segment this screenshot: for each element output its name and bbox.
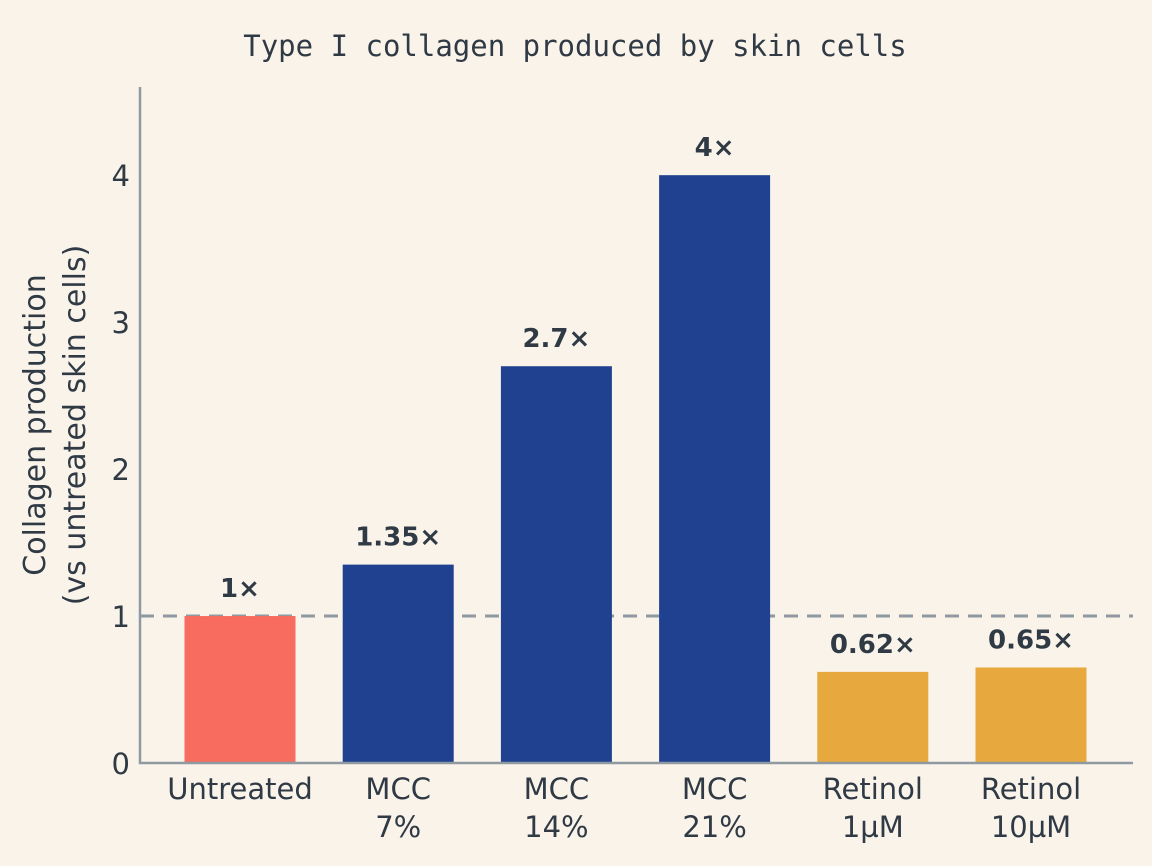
bar-5 (975, 667, 1087, 763)
data-label-1: 1.35× (355, 523, 441, 553)
data-label-2: 2.7× (522, 324, 590, 354)
y-axis-label-line-2: (vs untreated skin cells) (58, 245, 93, 606)
data-label-5: 0.65× (988, 625, 1074, 655)
x-tick-label-3-line-2: 21% (682, 810, 746, 844)
y-tick-label-1: 1 (112, 600, 130, 634)
data-label-3: 4× (695, 133, 735, 163)
bar-1 (342, 564, 454, 763)
y-tick-label-4: 4 (112, 159, 130, 193)
data-label-4: 0.62× (830, 630, 916, 660)
x-tick-label-2-line-2: 14% (524, 810, 588, 844)
data-label-0: 1× (220, 574, 260, 604)
bar-4 (817, 671, 929, 763)
x-tick-label-4-line-2: 1µM (842, 810, 904, 844)
x-tick-label-3-line-1: MCC (682, 772, 748, 806)
x-tick-label-4-line-1: Retinol (823, 772, 923, 806)
bar-3 (659, 175, 771, 763)
y-tick-label-2: 2 (112, 453, 130, 487)
y-tick-label-3: 3 (112, 306, 130, 340)
bar-2 (500, 366, 612, 763)
x-tick-label-0-line-1: Untreated (167, 772, 313, 806)
x-tick-label-5-line-1: Retinol (981, 772, 1081, 806)
x-tick-label-1-line-2: 7% (375, 810, 421, 844)
x-tick-label-2-line-1: MCC (524, 772, 590, 806)
chart-title: Type I collagen produced by skin cells (243, 29, 906, 63)
y-axis-label-line-1: Collagen production (18, 274, 53, 576)
x-tick-label-1-line-1: MCC (365, 772, 431, 806)
x-tick-label-5-line-2: 10µM (991, 810, 1071, 844)
bar-0 (184, 616, 296, 763)
plot-area: 1× 1.35× 2.7× 4× 0.62× 0.65× 0 1 2 3 4 Untreated MCC… (112, 87, 1133, 844)
y-axis-label: Collagen production (vs untreated skin c… (18, 245, 93, 606)
y-tick-label-0: 0 (112, 747, 130, 781)
